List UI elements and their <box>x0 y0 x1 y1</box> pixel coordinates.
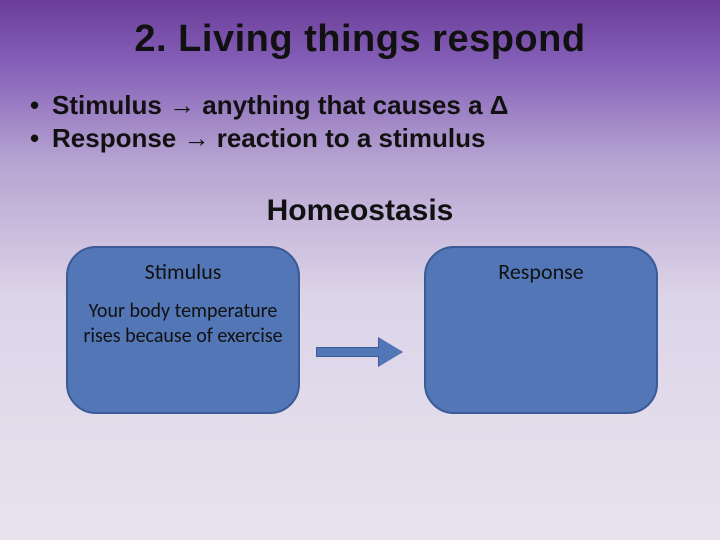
slide-title: 2. Living things respond <box>24 18 696 61</box>
arrow-icon <box>316 338 410 366</box>
flow-diagram: Stimulus Your body temperature rises bec… <box>24 246 696 426</box>
subheading: Homeostasis <box>24 194 696 228</box>
arrow-shaft <box>316 347 380 357</box>
bullet-item: Response → reaction to a stimulus <box>30 122 696 155</box>
stimulus-box: Stimulus Your body temperature rises bec… <box>66 246 300 414</box>
slide: 2. Living things respond Stimulus → anyt… <box>0 0 720 540</box>
response-box: Response <box>424 246 658 414</box>
bullet-list: Stimulus → anything that causes a Δ Resp… <box>30 89 696 154</box>
stimulus-box-body: Your body temperature rises because of e… <box>80 299 286 349</box>
bullet-item: Stimulus → anything that causes a Δ <box>30 89 696 122</box>
stimulus-box-title: Stimulus <box>145 258 222 285</box>
arrow-head <box>379 338 403 366</box>
response-box-title: Response <box>498 258 583 285</box>
